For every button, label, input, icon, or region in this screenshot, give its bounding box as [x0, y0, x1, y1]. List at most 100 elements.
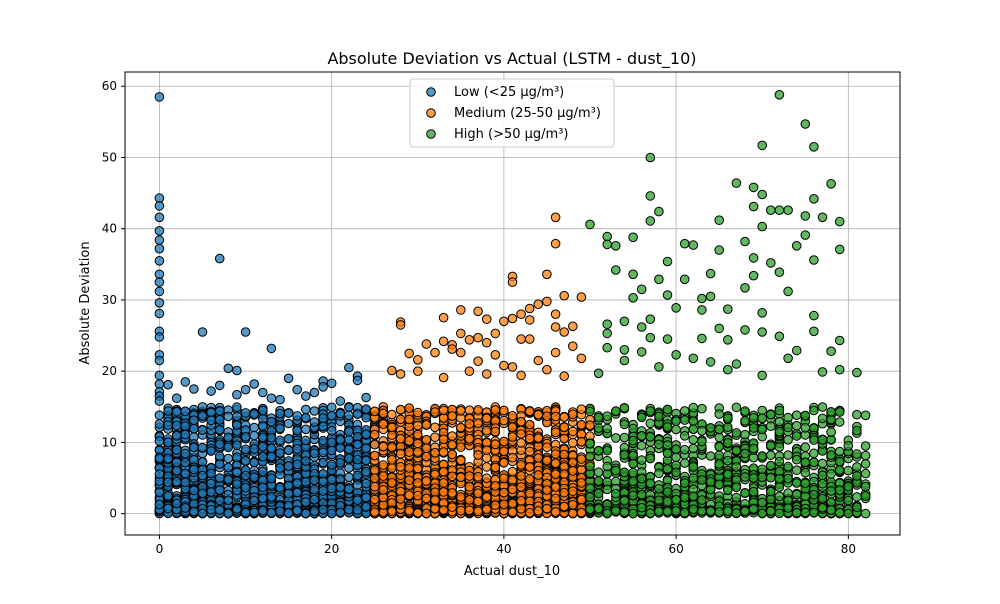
y-tick-label: 60: [102, 79, 117, 93]
point-series-1: [481, 473, 492, 484]
point-series-0: [258, 466, 268, 477]
point-series-2: [705, 477, 716, 487]
point-series-0: [163, 406, 173, 416]
point-series-2: [671, 452, 681, 463]
point-series-0: [154, 92, 165, 102]
point-series-0: [171, 445, 182, 455]
point-series-2: [619, 467, 630, 478]
point-series-1: [387, 409, 397, 420]
point-series-0: [180, 421, 191, 431]
point-series-0: [266, 416, 277, 427]
point-series-1: [395, 494, 406, 504]
point-series-0: [292, 444, 303, 454]
point-series-2: [783, 461, 793, 472]
point-series-0: [318, 435, 328, 446]
point-series-1: [550, 482, 561, 493]
point-series-0: [171, 465, 182, 476]
point-series-0: [197, 327, 208, 337]
point-series-1: [533, 470, 544, 480]
point-series-1: [559, 433, 570, 444]
point-series-1: [559, 469, 570, 479]
point-series-2: [723, 335, 733, 345]
point-series-1: [550, 469, 561, 480]
point-series-1: [559, 422, 570, 433]
point-series-1: [447, 439, 458, 450]
point-series-0: [154, 298, 165, 308]
point-series-0: [266, 492, 277, 502]
point-series-0: [223, 508, 234, 519]
point-series-0: [154, 256, 165, 266]
point-series-1: [507, 466, 518, 477]
point-series-0: [214, 380, 225, 391]
point-series-1: [369, 406, 380, 417]
point-series-2: [654, 484, 664, 494]
point-series-2: [834, 446, 845, 457]
point-series-2: [714, 459, 725, 469]
point-series-2: [817, 435, 828, 445]
point-series-2: [809, 194, 819, 204]
point-series-2: [817, 402, 828, 412]
point-series-0: [361, 502, 371, 512]
point-series-1: [481, 369, 492, 379]
x-tick-label: 80: [841, 542, 856, 556]
point-series-0: [249, 409, 259, 420]
point-series-2: [774, 426, 785, 437]
point-series-0: [206, 478, 216, 489]
point-series-1: [456, 472, 466, 483]
point-series-2: [697, 426, 707, 436]
point-series-2: [852, 462, 862, 472]
point-series-2: [774, 416, 785, 427]
point-series-2: [602, 231, 613, 242]
point-series-0: [206, 468, 216, 479]
point-series-2: [628, 490, 638, 501]
x-axis-label: Actual dust_10: [464, 564, 560, 579]
point-series-1: [516, 334, 526, 344]
point-series-2: [688, 402, 699, 413]
point-series-2: [654, 274, 664, 285]
point-series-1: [387, 442, 397, 452]
point-series-2: [791, 478, 802, 488]
point-series-2: [593, 423, 604, 433]
point-series-0: [258, 482, 268, 493]
point-series-0: [335, 507, 346, 518]
point-series-1: [438, 447, 449, 457]
point-series-1: [430, 432, 440, 443]
point-series-0: [318, 457, 328, 468]
point-series-2: [731, 462, 742, 472]
point-series-1: [456, 422, 466, 433]
point-series-2: [783, 422, 793, 433]
point-series-1: [413, 438, 423, 449]
point-series-2: [740, 236, 750, 247]
point-series-0: [283, 445, 294, 456]
point-series-2: [843, 508, 854, 519]
point-series-0: [197, 508, 208, 519]
point-series-2: [783, 412, 793, 423]
point-series-1: [499, 499, 509, 510]
point-series-0: [214, 459, 225, 470]
point-series-2: [714, 323, 725, 334]
point-series-1: [576, 419, 587, 430]
point-series-2: [662, 334, 673, 344]
point-series-0: [309, 484, 320, 495]
point-series-0: [154, 436, 165, 446]
point-series-1: [378, 441, 389, 452]
point-series-2: [783, 435, 793, 445]
point-series-2: [809, 326, 819, 337]
point-series-1: [516, 482, 526, 492]
point-series-0: [344, 402, 354, 413]
point-series-0: [283, 461, 294, 471]
point-series-2: [679, 415, 690, 425]
point-series-0: [309, 506, 320, 516]
point-series-1: [369, 465, 380, 476]
point-series-1: [378, 408, 389, 419]
point-series-0: [154, 410, 165, 421]
point-series-0: [154, 332, 165, 342]
point-series-1: [421, 339, 432, 349]
point-series-2: [688, 416, 699, 427]
point-series-0: [154, 370, 165, 381]
point-series-0: [361, 392, 371, 403]
point-series-0: [154, 469, 165, 479]
point-series-2: [688, 353, 699, 364]
point-series-0: [171, 420, 182, 431]
point-series-0: [249, 457, 259, 468]
